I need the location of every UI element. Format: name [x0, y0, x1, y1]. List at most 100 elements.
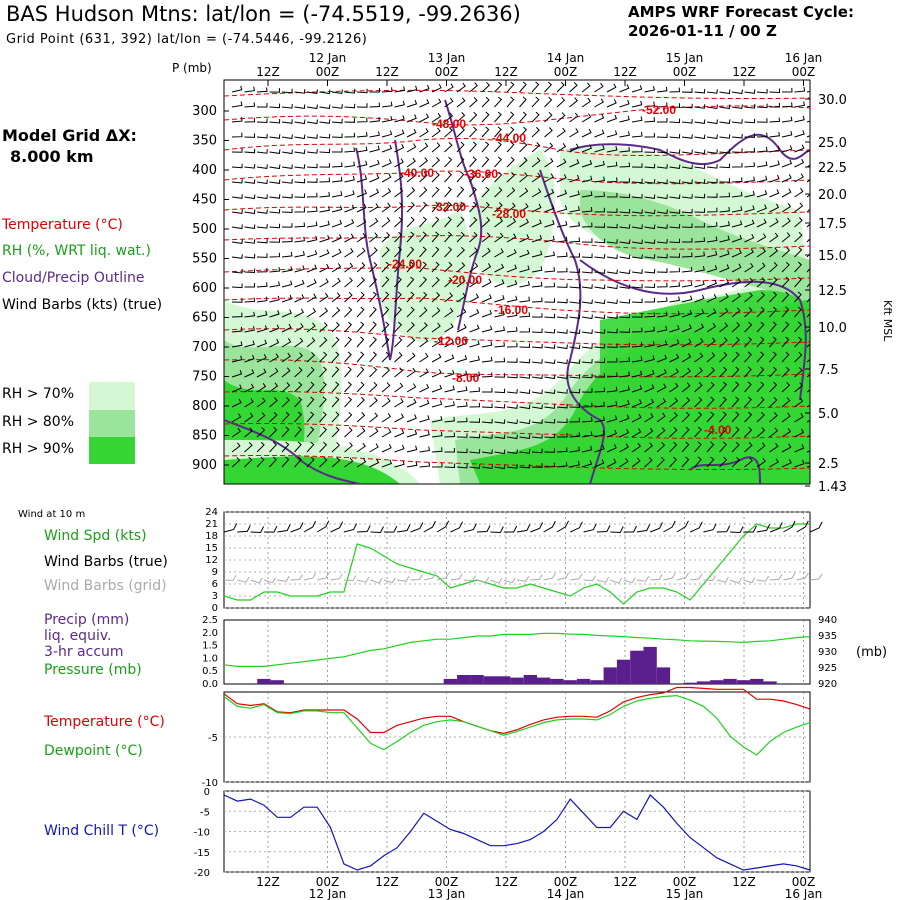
- wind-barb: [556, 374, 568, 379]
- wind-barb: [419, 261, 427, 273]
- wind-barb: [556, 220, 568, 228]
- wind-barb: [344, 442, 353, 453]
- wind-barb: [469, 464, 481, 469]
- wind-barb: [694, 104, 706, 109]
- wind-barb: [419, 276, 428, 288]
- wind-barb: [281, 441, 290, 453]
- wind-barb: [581, 358, 593, 364]
- wind-barb: [669, 339, 680, 348]
- wind-barb: [294, 222, 306, 228]
- wind-barb: [494, 279, 505, 288]
- wind-barb: [694, 134, 706, 140]
- wind-barb: [719, 235, 730, 243]
- wind-barb: [756, 204, 767, 213]
- wind-barb: [644, 268, 656, 274]
- wind-barb: [469, 126, 478, 138]
- wind-barb: [431, 113, 442, 123]
- height-tick-label: 20.0: [818, 188, 847, 203]
- wind-barb: [594, 82, 604, 93]
- wind-barb: [569, 268, 581, 274]
- wind-barb: [656, 354, 668, 363]
- wind-barb: [656, 209, 668, 215]
- wind-barb: [619, 428, 630, 438]
- wind-barb: [506, 233, 517, 243]
- wind-barb: [319, 322, 328, 333]
- wind-barb: [444, 354, 455, 363]
- wind-barb: [744, 133, 755, 138]
- precip-bar: [696, 681, 711, 684]
- wind-barb: [319, 307, 329, 318]
- wind-barb: [669, 310, 680, 318]
- wind-barb: [256, 164, 268, 169]
- wind-barb: [569, 97, 579, 108]
- wind-barb: [494, 111, 502, 123]
- wind-barb: [519, 463, 531, 469]
- wind-barb: [481, 232, 491, 243]
- wind-barb: [331, 396, 340, 408]
- wind-barb: [631, 116, 643, 123]
- wind-barb: [719, 206, 730, 213]
- wind-barb: [706, 396, 715, 408]
- grid-wind-barb: [423, 572, 437, 581]
- wind-barb: [719, 441, 728, 453]
- wind-barb: [744, 426, 753, 438]
- wind-barb: [331, 191, 343, 198]
- grid-wind-barb: [543, 572, 556, 581]
- wind-barb: [756, 161, 768, 168]
- wind-barb: [606, 130, 618, 138]
- wind-barb: [644, 194, 656, 199]
- wind-barb: [631, 442, 642, 453]
- wind-barb: [569, 237, 581, 243]
- wind-barb: [444, 156, 453, 168]
- wind-barb: [419, 172, 428, 183]
- pressure-tick-label: 350: [192, 134, 217, 149]
- grid-wind-barb: [636, 575, 650, 582]
- wind-barb: [244, 398, 254, 408]
- wind-barb: [681, 208, 693, 214]
- windchill-tick-label: -10: [194, 828, 210, 839]
- wind-barb: [381, 115, 393, 123]
- wind-barb: [731, 119, 743, 124]
- wind-barb: [356, 218, 367, 228]
- wind-barb: [731, 411, 740, 423]
- wind-barb: [581, 299, 593, 304]
- wind-barb: [406, 172, 416, 183]
- wind-barb: [456, 97, 466, 108]
- wind-barb: [319, 249, 330, 258]
- wind-barb: [456, 246, 466, 258]
- wind-barb: [506, 342, 518, 348]
- wind-barb: [406, 383, 417, 393]
- precip-bar: [257, 678, 271, 684]
- wind-barb: [306, 163, 318, 169]
- wind-barb: [656, 427, 666, 438]
- wind-barb: [481, 325, 493, 333]
- wind-barb: [381, 130, 393, 138]
- wind-barb: [456, 308, 467, 318]
- forecast-cycle-label: AMPS WRF Forecast Cycle:: [628, 3, 854, 21]
- precip-tick-label: 1.5: [202, 641, 218, 652]
- wind-barb: [656, 311, 668, 318]
- wind-barb: [381, 443, 392, 453]
- wind-barb: [694, 294, 705, 303]
- wind-barb: [569, 299, 581, 304]
- wind-barb: [694, 237, 706, 243]
- wind-barb: [644, 457, 653, 468]
- wind-barb: [731, 351, 740, 363]
- wind-barb: [719, 104, 731, 110]
- wind-barb: [431, 353, 442, 363]
- wind-barb: [581, 113, 592, 123]
- wind-barb: [694, 193, 706, 199]
- wind-barb: [594, 430, 605, 438]
- wind-barb: [469, 97, 478, 108]
- wind-barb: [606, 161, 618, 168]
- wind-barb: [444, 83, 454, 93]
- height-tick-label: 10.0: [818, 321, 847, 336]
- wind-barb: [494, 248, 504, 258]
- wind-barb: [594, 373, 606, 378]
- wind-barb: [306, 426, 315, 438]
- wind-barb: [669, 426, 678, 438]
- wind-barb: [731, 263, 742, 273]
- wind-barb: [256, 383, 267, 393]
- wind-barb: [681, 281, 693, 288]
- wind-barb: [731, 336, 740, 348]
